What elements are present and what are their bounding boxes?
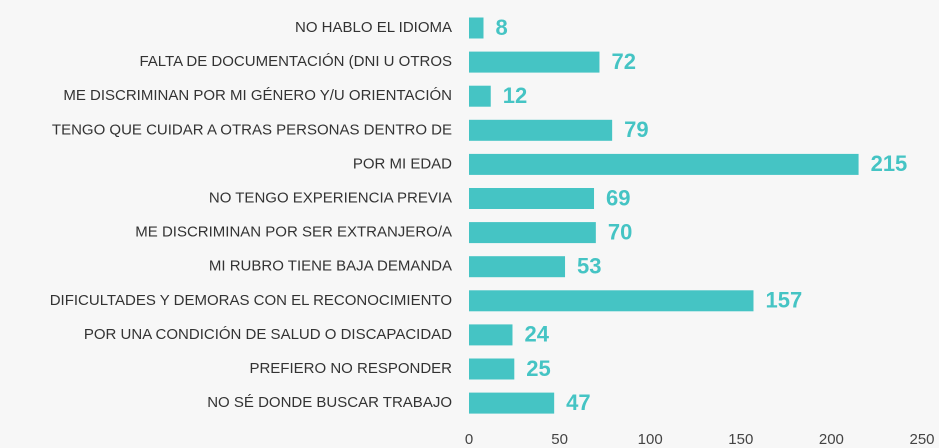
value-label: 79 [624, 117, 648, 142]
value-label: 47 [566, 390, 590, 415]
bar [469, 256, 566, 278]
bar [469, 51, 600, 73]
category-label: PREFIERO NO RESPONDER [249, 360, 452, 377]
category-label: TENGO QUE CUIDAR A OTRAS PERSONAS DENTRO… [52, 121, 452, 138]
x-tick-label: 150 [728, 431, 753, 448]
bar [469, 358, 515, 380]
bar [469, 85, 491, 107]
x-tick-label: 250 [909, 431, 934, 448]
bar [469, 153, 859, 175]
value-label: 53 [577, 254, 601, 279]
x-tick-label: 50 [551, 431, 568, 448]
category-label: NO SÉ DONDE BUSCAR TRABAJO [207, 394, 452, 411]
category-label: MI RUBRO TIENE BAJA DEMANDA [209, 258, 452, 275]
value-label: 157 [765, 288, 802, 313]
x-tick-label: 100 [638, 431, 663, 448]
value-label: 24 [524, 322, 549, 347]
category-label: ME DISCRIMINAN POR SER EXTRANJERO/A [135, 224, 452, 241]
value-label: 70 [608, 219, 632, 244]
bar [469, 324, 513, 346]
category-label: ME DISCRIMINAN POR MI GÉNERO Y/U ORIENTA… [63, 87, 452, 104]
bar [469, 392, 555, 414]
category-label: POR UNA CONDICIÓN DE SALUD O DISCAPACIDA… [84, 326, 452, 343]
value-label: 69 [606, 185, 630, 210]
x-tick-label: 0 [465, 431, 473, 448]
bar [469, 290, 754, 312]
bar [469, 188, 595, 209]
bar [469, 222, 596, 244]
category-label: NO HABLO EL IDIOMA [295, 19, 452, 36]
category-label: POR MI EDAD [353, 155, 452, 172]
value-label: 12 [503, 83, 527, 108]
category-label: FALTA DE DOCUMENTACIÓN (DNI U OTROS [139, 53, 452, 70]
bar [469, 119, 613, 141]
category-label: NO TENGO EXPERIENCIA PREVIA [209, 189, 452, 206]
value-label: 25 [526, 356, 550, 381]
value-label: 8 [495, 15, 507, 40]
bar [469, 17, 484, 39]
value-label: 215 [871, 151, 908, 176]
x-tick-label: 200 [819, 431, 844, 448]
value-label: 72 [611, 49, 635, 74]
category-label: DIFICULTADES Y DEMORAS CON EL RECONOCIMI… [50, 292, 452, 309]
